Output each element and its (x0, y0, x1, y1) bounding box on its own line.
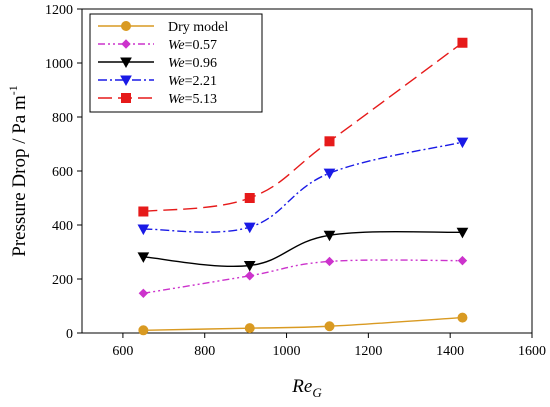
data-point (244, 323, 255, 334)
legend-label: We=5.13 (168, 92, 217, 107)
legend-marker (120, 57, 132, 69)
legend-label: We=0.57 (168, 38, 217, 53)
data-point (457, 312, 468, 323)
data-point (456, 137, 469, 149)
x-axis-title-subscript: G (312, 385, 322, 400)
series-1 (138, 255, 468, 299)
y-axis-title: Pressure Drop / Pa m-1 (6, 85, 30, 256)
legend-label-rest: =2.21 (185, 74, 217, 89)
data-point (323, 230, 336, 242)
series-3 (137, 137, 469, 236)
data-point (245, 271, 255, 281)
y-tick-label: 800 (52, 111, 73, 126)
legend-label-italic: We (168, 38, 185, 53)
legend-label-rest: =5.13 (185, 92, 217, 107)
series-line (143, 259, 463, 295)
series-line (143, 230, 463, 268)
legend-marker (121, 93, 131, 103)
data-point (456, 227, 469, 239)
x-tick-label: 1400 (436, 344, 464, 359)
x-axis-title-main: Re (291, 376, 312, 397)
legend-marker (120, 75, 132, 87)
y-tick-label: 0 (66, 327, 73, 342)
data-point (323, 168, 336, 180)
data-point (324, 256, 335, 267)
legend-label: Dry model (168, 20, 228, 35)
legend-label-italic: We (168, 56, 185, 71)
x-tick-label: 1000 (273, 344, 301, 359)
y-axis-title-main: Pressure Drop / Pa m (9, 95, 30, 257)
data-point (324, 136, 335, 147)
legend-label-italic: We (168, 74, 185, 89)
series-4 (138, 37, 468, 217)
data-point (324, 321, 335, 332)
data-point (457, 37, 468, 48)
y-tick-label: 1200 (45, 3, 73, 18)
data-point (243, 261, 256, 272)
data-point (138, 288, 149, 299)
y-tick-label: 600 (52, 165, 73, 180)
legend-marker (121, 21, 131, 31)
legend-item-1: We=0.57 (98, 38, 217, 53)
data-point (137, 252, 150, 263)
data-point (138, 206, 149, 217)
x-tick-label: 600 (112, 344, 133, 359)
legend-box (89, 13, 263, 113)
x-axis-title: ReG (291, 376, 322, 400)
series-0 (138, 312, 468, 336)
series-line (143, 42, 463, 213)
data-point (137, 224, 150, 236)
legend-item-2: We=0.96 (98, 56, 217, 71)
x-tick-label: 800 (194, 344, 215, 359)
x-tick-label: 1200 (354, 344, 382, 359)
legend-label-rest: Dry model (168, 20, 228, 35)
legend-item-0: Dry model (98, 20, 228, 35)
legend-label-rest: =0.96 (185, 56, 217, 71)
y-tick-label: 400 (52, 219, 73, 234)
legend-label: We=0.96 (168, 56, 217, 71)
x-tick-label: 1600 (518, 344, 546, 359)
y-tick-label: 1000 (45, 57, 73, 72)
y-axis-title-superscript: -1 (6, 85, 20, 95)
legend-label-italic: We (168, 92, 185, 107)
series-line (143, 316, 463, 331)
data-point (138, 325, 149, 336)
legend-label-rest: =0.57 (185, 38, 217, 53)
legend-marker (121, 39, 131, 49)
y-tick-label: 200 (52, 273, 73, 288)
data-point (457, 255, 468, 266)
series-line (143, 141, 463, 233)
legend-item-4: We=5.13 (98, 92, 217, 107)
legend-label: We=2.21 (168, 74, 217, 89)
legend-item-3: We=2.21 (98, 74, 217, 89)
data-point (243, 222, 256, 234)
data-point (244, 193, 255, 203)
series-2 (137, 227, 469, 272)
